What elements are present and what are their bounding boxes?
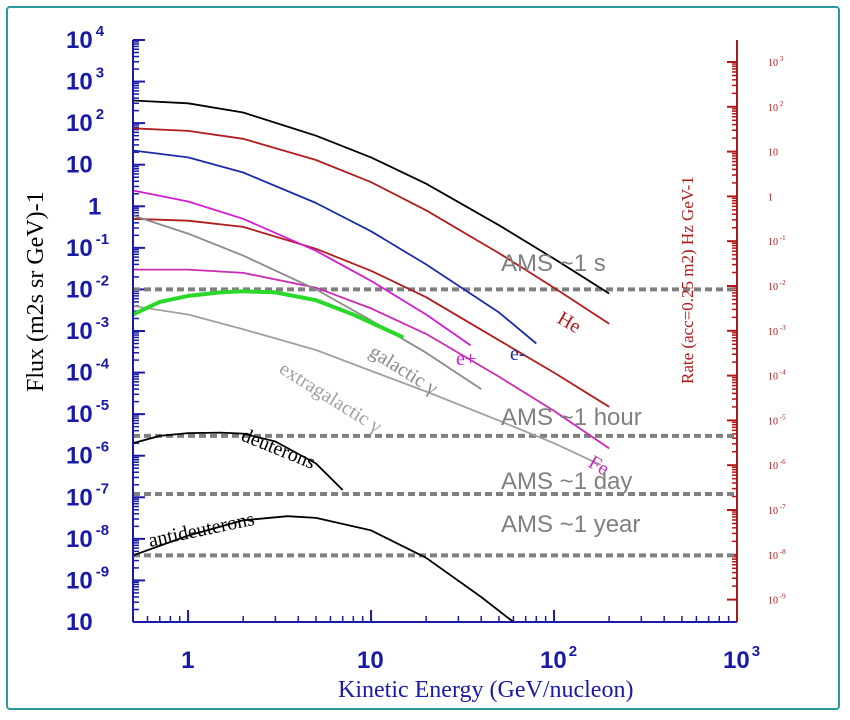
y2-tick-exponent: -4: [778, 369, 786, 377]
y2-tick-label: 10 -7: [768, 503, 786, 517]
y2-tick-label: 10: [768, 148, 778, 159]
y2-tick-label: 1: [768, 192, 773, 203]
y-tick-label: 10 -7: [66, 480, 109, 511]
x-axis-title: Kinetic Energy (GeV/nucleon): [338, 677, 633, 703]
y-axis-title: Flux (m2s sr GeV)-1: [23, 191, 49, 392]
y-tick-label: 10 -3: [66, 314, 109, 345]
y-tick-label: 10 -6: [66, 439, 109, 470]
y2-axis-title: Rate (acc=0.25 m2) Hz GeV-1: [678, 176, 697, 384]
axes: [132, 40, 738, 623]
y-tick-exponent: -1: [96, 231, 109, 248]
x-tick-label: 10: [357, 647, 384, 674]
y-tick-label: 10 -4: [66, 356, 110, 387]
y2-tick-exponent: -7: [778, 503, 786, 511]
y-tick-label: 10: [66, 609, 93, 636]
y2-tick-exponent: -9: [778, 593, 786, 601]
y-tick-exponent: -4: [96, 356, 110, 373]
y2-tick-label: 10 3: [768, 55, 784, 69]
y2-tick-label: 10 -6: [768, 458, 786, 472]
y-tick-label: 10 -5: [66, 397, 109, 428]
series-line: [133, 217, 610, 408]
series-line: [133, 99, 610, 295]
y-tick-label: 10 -9: [66, 563, 109, 594]
y-tick-exponent: -9: [96, 563, 109, 580]
series-line: [133, 305, 602, 466]
y-tick-label: 10 2: [66, 106, 104, 137]
y2-tick-exponent: 2: [778, 100, 784, 108]
y2-tick-label: 10 -9: [768, 593, 786, 607]
y2-tick-exponent: 3: [778, 55, 784, 63]
series-label: antideuterons: [146, 508, 256, 552]
y-tick-exponent: 2: [96, 106, 104, 123]
y2-tick-label: 10 -8: [768, 548, 786, 562]
ams-reference-label: AMS ~1 s: [501, 250, 606, 277]
series-label: deuterons: [238, 424, 319, 474]
series-line: [133, 127, 610, 325]
y2-tick-exponent: -6: [778, 458, 786, 466]
y2-tick-label: 10 2: [768, 100, 784, 114]
ams-reference-label: AMS ~1 year: [501, 511, 640, 538]
series-line: [133, 214, 482, 390]
series-layer: [133, 99, 610, 622]
y-tick-label: 10 3: [66, 65, 104, 96]
y-tick-exponent: -8: [96, 522, 109, 539]
y-tick-exponent: -6: [96, 439, 109, 456]
y-tick-exponent: 4: [96, 23, 105, 40]
series-line: [133, 289, 405, 340]
y-tick-label: 1: [88, 193, 101, 220]
y-tick-label: 10 -8: [66, 522, 109, 553]
y2-tick-exponent: -3: [778, 324, 786, 332]
x-tick-label: 10 2: [540, 643, 577, 674]
y-tick-label: 10 -1: [66, 231, 109, 262]
y-tick-label: 10 4: [66, 23, 105, 54]
x-tick-label: 1: [181, 647, 194, 674]
y-tick-exponent: 3: [96, 65, 104, 82]
y2-tick-exponent: -1: [778, 234, 786, 242]
y2-tick-exponent: -5: [778, 413, 786, 421]
x-tick-exponent: 2: [569, 643, 577, 660]
y-tick-exponent: -5: [96, 397, 109, 414]
series-line: [133, 515, 514, 622]
y2-tick-label: 10 -5: [768, 413, 786, 427]
series-label: e-: [510, 343, 526, 365]
ams-reference-label: AMS ~1 day: [501, 468, 632, 495]
y-tick-exponent: -2: [96, 272, 109, 289]
series-label: e+: [456, 348, 476, 370]
series-line: [133, 189, 472, 347]
y-tick-label: 10 -2: [66, 272, 109, 303]
series-label: galactic γ: [365, 341, 441, 400]
y2-tick-exponent: -8: [778, 548, 786, 556]
chart-frame: [6, 6, 840, 710]
y2-tick-label: 10 -2: [768, 279, 786, 293]
x-tick-exponent: 3: [752, 643, 760, 660]
y2-tick-exponent: -2: [778, 279, 786, 287]
ams-reference-label: AMS ~1 hour: [501, 404, 642, 431]
series-line: [133, 268, 610, 450]
y-tick-exponent: -3: [96, 314, 109, 331]
y2-tick-label: 10 -3: [768, 324, 786, 338]
series-line: [133, 149, 537, 345]
series-line: [133, 431, 344, 491]
y-tick-label: 10: [66, 152, 93, 179]
y2-tick-label: 10 -1: [768, 234, 786, 248]
y2-tick-label: 10 -4: [768, 369, 786, 383]
x-tick-label: 10 3: [723, 643, 760, 674]
series-label: He: [554, 307, 585, 338]
reference-lines: [133, 287, 737, 558]
y-tick-exponent: -7: [96, 480, 109, 497]
